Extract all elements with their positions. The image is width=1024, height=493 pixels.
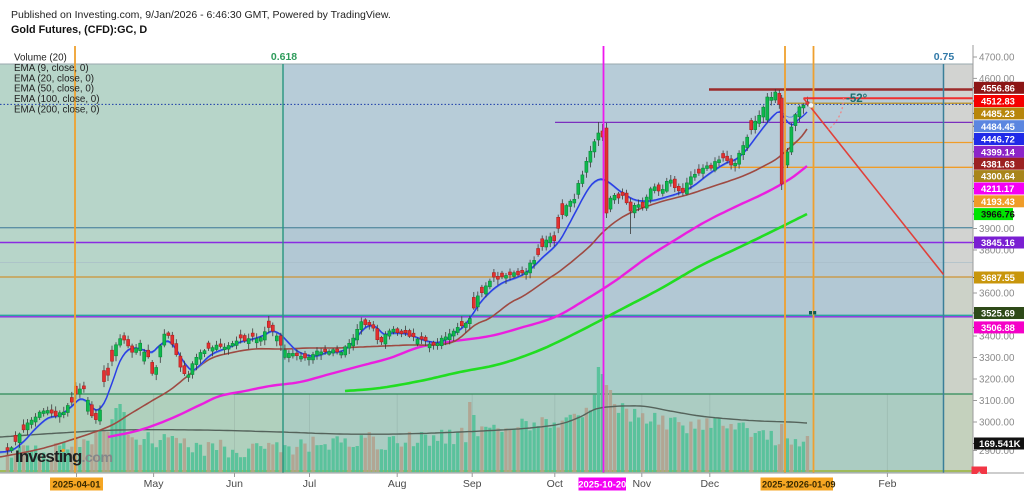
- svg-text:EMA (50, close, 0): EMA (50, close, 0): [14, 84, 94, 95]
- svg-text:Sep: Sep: [463, 478, 482, 490]
- svg-text:Jun: Jun: [226, 478, 243, 490]
- svg-text:Oct: Oct: [547, 478, 563, 490]
- svg-text:3300.00: 3300.00: [979, 353, 1015, 364]
- svg-text:EMA (200, close, 0): EMA (200, close, 0): [14, 105, 100, 116]
- svg-text:2025-1: 2025-1: [762, 479, 791, 489]
- svg-text:3506.88: 3506.88: [981, 322, 1015, 333]
- svg-text:3600.00: 3600.00: [979, 289, 1015, 300]
- svg-text:4600.00: 4600.00: [979, 74, 1015, 85]
- svg-text:3687.55: 3687.55: [981, 272, 1015, 283]
- svg-text:Gold Futures, (CFD):GC, D: Gold Futures, (CFD):GC, D: [11, 24, 147, 36]
- svg-text:3966.76: 3966.76: [981, 209, 1015, 220]
- svg-text:4446.72: 4446.72: [981, 134, 1015, 145]
- svg-text:4300.64: 4300.64: [981, 171, 1016, 182]
- svg-text:3200.00: 3200.00: [979, 375, 1015, 386]
- svg-text:4512.83: 4512.83: [981, 96, 1015, 107]
- svg-text:4556.86: 4556.86: [981, 82, 1015, 93]
- svg-text:2025-10-20: 2025-10-20: [578, 478, 626, 489]
- svg-text:4193.43: 4193.43: [981, 196, 1015, 207]
- svg-text:0.618: 0.618: [271, 51, 297, 63]
- svg-text:3400.00: 3400.00: [979, 332, 1015, 343]
- svg-text:Investing.com: Investing.com: [15, 447, 113, 466]
- svg-text:-52°: -52°: [846, 93, 868, 105]
- svg-text:169.541K: 169.541K: [979, 439, 1021, 450]
- svg-text:3845.16: 3845.16: [981, 237, 1015, 248]
- svg-text:3100.00: 3100.00: [979, 396, 1015, 407]
- svg-text:2025-04-01: 2025-04-01: [53, 478, 101, 489]
- svg-text:4484.45: 4484.45: [981, 121, 1015, 132]
- svg-text:EMA (9, close, 0): EMA (9, close, 0): [14, 63, 89, 74]
- svg-text:2026-01-09: 2026-01-09: [789, 479, 836, 489]
- svg-text:3900.00: 3900.00: [979, 224, 1015, 235]
- svg-text:4211.17: 4211.17: [981, 183, 1014, 194]
- svg-text:Nov: Nov: [632, 478, 651, 490]
- svg-text:4381.63: 4381.63: [981, 158, 1015, 169]
- svg-text:4399.14: 4399.14: [981, 146, 1016, 157]
- svg-text:Jul: Jul: [303, 478, 316, 490]
- svg-text:4700.00: 4700.00: [979, 53, 1015, 64]
- svg-text:0.75: 0.75: [934, 51, 955, 63]
- svg-text:Dec: Dec: [700, 478, 719, 490]
- svg-text:May: May: [144, 478, 165, 490]
- svg-text:EMA (20, close, 0): EMA (20, close, 0): [14, 73, 94, 84]
- svg-text:2900.00: 2900.00: [979, 446, 1015, 457]
- svg-text:Published on Investing.com, 9/: Published on Investing.com, 9/Jan/2026 -…: [11, 9, 391, 21]
- svg-text:3000.00: 3000.00: [979, 418, 1015, 429]
- svg-text:Volume (20): Volume (20): [14, 53, 67, 64]
- svg-text:3800.00: 3800.00: [979, 246, 1015, 257]
- svg-text:3525.69: 3525.69: [981, 308, 1015, 319]
- svg-text:Feb: Feb: [878, 478, 896, 490]
- svg-text:EMA (100, close, 0): EMA (100, close, 0): [14, 94, 100, 105]
- svg-text:4485.23: 4485.23: [981, 108, 1015, 119]
- svg-text:Aug: Aug: [388, 478, 407, 490]
